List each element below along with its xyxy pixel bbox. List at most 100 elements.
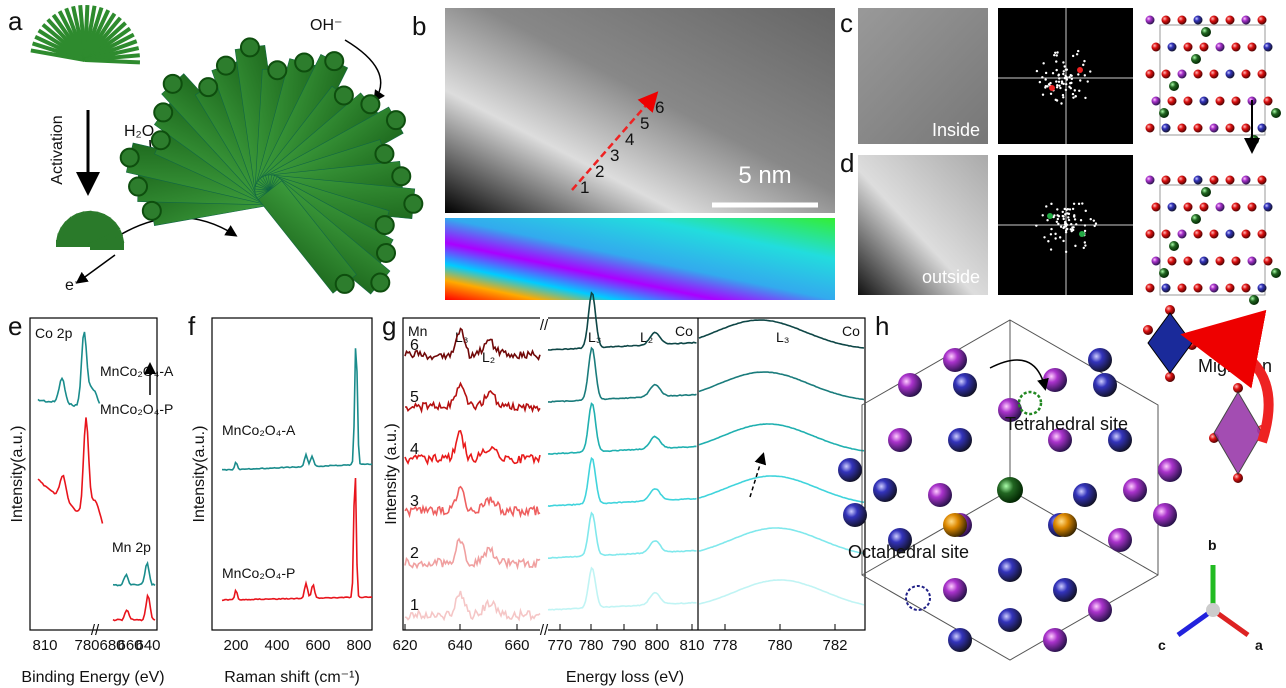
fft-spot xyxy=(1065,78,1069,81)
atom xyxy=(1043,628,1067,652)
atom xyxy=(1183,202,1193,212)
arrow xyxy=(344,39,385,103)
nanorod-end xyxy=(119,147,140,168)
atom xyxy=(1191,214,1201,224)
atom xyxy=(1247,42,1257,52)
atom xyxy=(1225,175,1235,185)
fft-spot xyxy=(1050,227,1053,231)
row-label: 1 xyxy=(410,597,419,614)
spectrum xyxy=(221,477,373,602)
spectrum xyxy=(698,475,865,504)
legend-label: MnCo₂O₄-A xyxy=(100,363,174,379)
x-tick-label: 400 xyxy=(264,637,289,654)
panel-label: f xyxy=(188,311,196,341)
atom xyxy=(943,513,967,537)
fft-spot xyxy=(1071,226,1074,229)
atom xyxy=(1231,202,1241,212)
panel-label: c xyxy=(840,8,853,38)
atom xyxy=(1161,15,1171,25)
axes xyxy=(402,317,866,631)
fft-spot xyxy=(1089,70,1092,73)
atom xyxy=(1249,295,1259,305)
axis-label: a xyxy=(1255,637,1263,653)
atom xyxy=(1231,96,1241,106)
fft-spot xyxy=(1057,80,1061,83)
spectrum xyxy=(548,511,697,559)
fft-spot xyxy=(1044,84,1047,88)
atom xyxy=(1209,175,1219,185)
fft-spot xyxy=(1065,208,1068,211)
fft-spot xyxy=(1082,63,1085,67)
x-axis-label: Raman shift (cm⁻¹) xyxy=(224,669,360,686)
shift-arrow xyxy=(749,452,767,498)
nanorod-end xyxy=(360,94,381,115)
fft-spot xyxy=(1064,250,1068,254)
atom xyxy=(943,578,967,602)
fft-spot xyxy=(1074,95,1077,98)
arrow-label: Activation xyxy=(49,115,66,184)
migration-arrow xyxy=(1180,309,1274,444)
fft-spot xyxy=(1063,207,1066,211)
atom xyxy=(1225,229,1235,239)
fft-spot xyxy=(1068,85,1071,89)
fft-spot xyxy=(1062,61,1065,64)
fft-spot xyxy=(1064,68,1068,71)
fft-spot xyxy=(1079,219,1083,222)
nanorod-end xyxy=(374,215,395,236)
hydroxide-label: OH⁻ xyxy=(310,17,342,34)
atom xyxy=(1225,69,1235,79)
caption: outside xyxy=(922,267,980,287)
fft-spot xyxy=(1064,213,1067,216)
x-tick-label: 810 xyxy=(32,637,57,654)
atom xyxy=(1167,96,1177,106)
profile-point: 6 xyxy=(655,98,664,117)
fft-spot xyxy=(1066,212,1069,215)
axis-origin xyxy=(1206,603,1220,617)
nanosheet xyxy=(83,9,111,61)
atom xyxy=(1247,256,1257,266)
atom xyxy=(1151,202,1161,212)
atom xyxy=(1177,283,1187,293)
label: Mn 2p xyxy=(112,539,151,555)
atom xyxy=(1241,69,1251,79)
atom xyxy=(888,528,912,552)
fft-spot xyxy=(1063,220,1067,224)
fft-spot xyxy=(1049,248,1053,251)
atom xyxy=(1199,256,1209,266)
atom xyxy=(1209,69,1219,79)
fft-spot xyxy=(1084,244,1087,247)
atom xyxy=(1177,175,1187,185)
atom xyxy=(1123,478,1147,502)
atom xyxy=(998,558,1022,582)
row-label: 3 xyxy=(410,493,419,510)
fft-spot xyxy=(1071,54,1075,58)
spectrum xyxy=(404,429,541,466)
spectrum xyxy=(404,327,541,361)
atom xyxy=(1183,42,1193,52)
nanorod-end xyxy=(376,242,397,263)
atom xyxy=(1215,42,1225,52)
panel-label: a xyxy=(8,6,23,36)
atom xyxy=(1043,368,1067,392)
fft-spot xyxy=(1046,219,1049,222)
fft-spot xyxy=(1049,85,1055,91)
atom xyxy=(1158,458,1182,482)
octahedral-site xyxy=(905,585,931,611)
fft-spot xyxy=(1084,96,1087,100)
nanosheet xyxy=(90,243,124,250)
legend-label: MnCo₂O₄-P xyxy=(100,401,173,417)
x-tick-label: 780 xyxy=(578,637,603,654)
atom xyxy=(998,608,1022,632)
nanorod-end xyxy=(267,60,288,81)
spectrum xyxy=(37,417,104,524)
fft-spot xyxy=(1049,81,1052,85)
fft-spot xyxy=(1093,224,1096,228)
panel-e: e Co 2p MnCo₂O₄-A MnCo₂O₄-P Mn 2p Intens… xyxy=(8,311,174,686)
atom xyxy=(1183,96,1193,106)
atom xyxy=(1257,69,1267,79)
panel-cd: c d Inside outside xyxy=(840,8,1281,305)
fft-spot xyxy=(1063,65,1066,68)
fft-spot xyxy=(1056,84,1059,87)
fft-spot xyxy=(1051,72,1055,75)
